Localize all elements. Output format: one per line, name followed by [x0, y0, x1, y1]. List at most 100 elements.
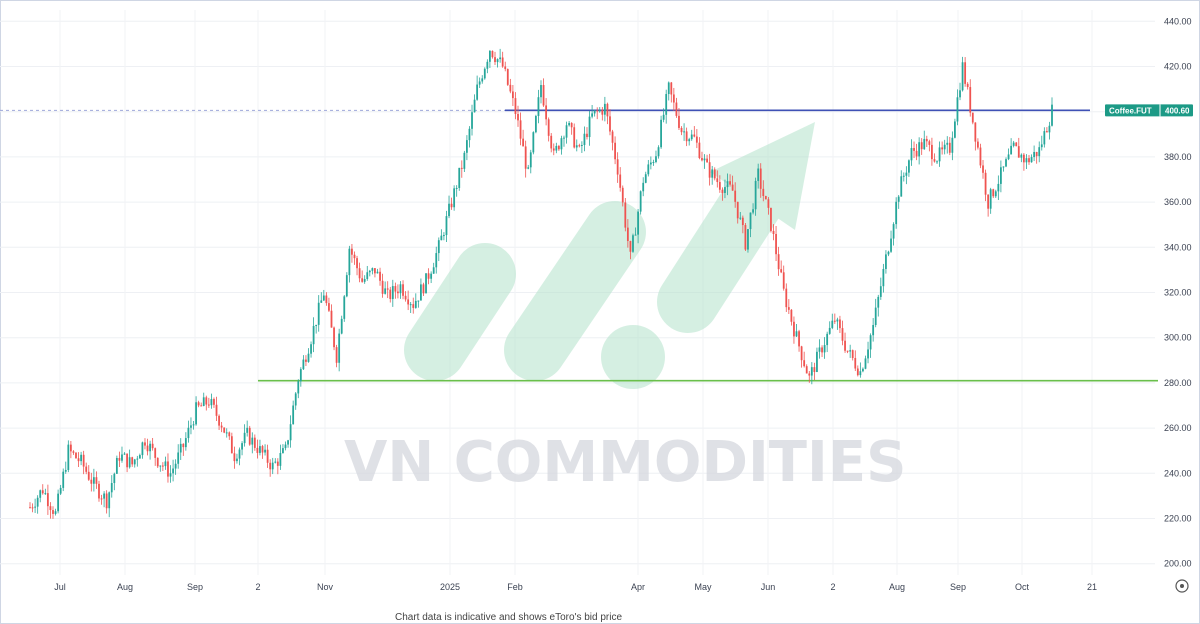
y-tick-label: 380.00 — [1164, 152, 1192, 162]
candle-body — [534, 115, 537, 133]
candle-body — [156, 457, 159, 467]
candle-body — [376, 271, 379, 274]
candle-body — [271, 462, 274, 470]
candle-body — [77, 458, 80, 462]
candle-body — [667, 82, 670, 95]
candle-body — [982, 165, 984, 173]
candle-body — [501, 57, 504, 67]
candle-body — [854, 357, 857, 369]
candle-body — [560, 138, 563, 150]
candle-body — [261, 446, 264, 453]
candle-body — [1025, 158, 1028, 163]
candle-body — [698, 142, 701, 159]
candle-body — [721, 189, 724, 193]
candle-body — [29, 507, 31, 509]
candle-body — [946, 142, 949, 145]
settings-icon[interactable] — [1175, 579, 1189, 593]
candle-body — [471, 112, 473, 129]
candle-body — [818, 347, 821, 352]
y-axis: 200.00 220.00 240.00 260.00 280.00 300.00 320.… — [1164, 16, 1192, 568]
candle-body — [739, 217, 742, 219]
candle-body — [87, 471, 90, 480]
candle-body — [195, 402, 197, 425]
candle-body — [678, 115, 680, 128]
candle-body — [836, 319, 839, 322]
x-tick-label: 2 — [255, 582, 260, 592]
candle-body — [437, 240, 440, 254]
candle-body — [795, 331, 798, 337]
candle-body — [59, 487, 62, 494]
y-tick-label: 240.00 — [1164, 468, 1192, 478]
candle-body — [276, 461, 279, 466]
candle-body — [782, 272, 785, 289]
candle-body — [417, 300, 420, 302]
candle-body — [187, 427, 190, 439]
candle-body — [672, 94, 675, 103]
candle-body — [225, 432, 228, 434]
candle-body — [151, 443, 154, 449]
candle-body — [925, 138, 928, 142]
candle-body — [1005, 159, 1007, 167]
candle-body — [1038, 147, 1041, 157]
candle-body — [432, 267, 435, 274]
candle-body — [98, 483, 100, 499]
candle-body — [284, 444, 287, 449]
candle-body — [133, 459, 136, 465]
candle-body — [971, 112, 974, 123]
candle-body — [685, 131, 688, 142]
candle-body — [693, 134, 696, 137]
x-tick-label: Jun — [761, 582, 776, 592]
candle-body — [210, 399, 213, 406]
candle-body — [425, 273, 427, 294]
candle-body — [872, 324, 875, 336]
candle-body — [146, 445, 149, 452]
candle-body — [351, 248, 353, 255]
candle-body — [192, 424, 195, 426]
candle-body — [504, 66, 507, 70]
candle-body — [233, 453, 236, 462]
candle-body — [874, 307, 877, 325]
candle-body — [305, 359, 307, 362]
candle-body — [289, 424, 292, 441]
candle-body — [159, 465, 162, 467]
candle-body — [489, 50, 491, 62]
candle-body — [936, 161, 938, 163]
candle-body — [951, 137, 954, 153]
candle-body — [115, 457, 118, 474]
candle-body — [626, 227, 629, 241]
candle-body — [915, 150, 918, 157]
candle-body — [118, 457, 121, 461]
candle-body — [918, 142, 921, 157]
candle-body — [586, 133, 588, 138]
y-tick-label: 360.00 — [1164, 197, 1192, 207]
candle-body — [877, 296, 880, 308]
candle-body — [711, 169, 714, 178]
candle-body — [269, 462, 272, 470]
candle-body — [41, 490, 44, 494]
candle-body — [754, 180, 757, 210]
x-tick-label: May — [694, 582, 712, 592]
candle-body — [274, 461, 277, 463]
candle-body — [785, 288, 788, 308]
candle-body — [859, 371, 862, 376]
candle-body — [780, 269, 783, 273]
candle-body — [994, 191, 997, 197]
candle-body — [823, 345, 826, 353]
candle-body — [938, 147, 941, 162]
candle-body — [164, 461, 167, 467]
candle-body — [1007, 154, 1010, 160]
candle-body — [1040, 144, 1043, 148]
candle-body — [583, 133, 586, 145]
candle-body — [961, 62, 964, 91]
candle-body — [724, 187, 726, 193]
candle-body — [931, 144, 933, 160]
candle-body — [317, 302, 320, 325]
candle-series — [29, 48, 1053, 519]
candle-body — [688, 139, 691, 142]
candle-body — [499, 57, 502, 60]
candle-body — [943, 144, 946, 150]
candle-body — [299, 369, 302, 382]
candle-body — [179, 443, 182, 453]
candle-body — [307, 353, 310, 362]
